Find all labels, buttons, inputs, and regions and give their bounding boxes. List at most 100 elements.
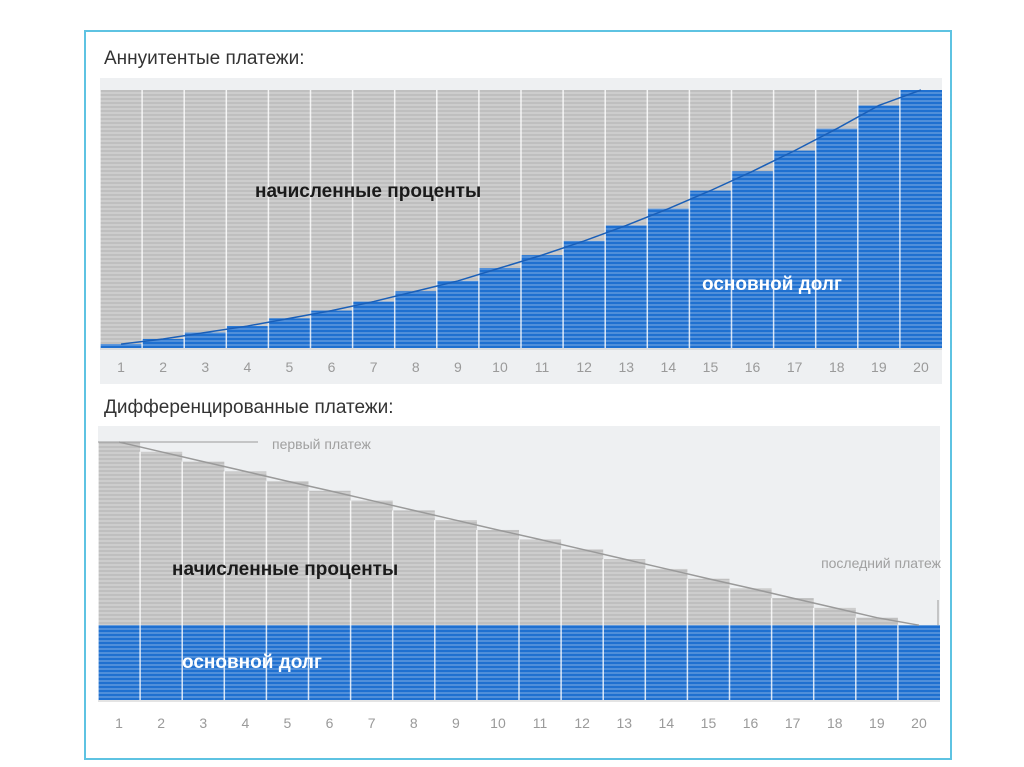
- x-tick-label: 7: [368, 715, 376, 731]
- x-tick-label: 13: [618, 359, 634, 375]
- bar-interest-texture: [647, 90, 690, 209]
- bar-interest-texture: [689, 90, 732, 191]
- bar-principal-texture: [731, 171, 774, 348]
- bar-principal-texture: [478, 268, 521, 348]
- bar-interest-texture: [268, 90, 311, 319]
- x-tick-label: 18: [829, 359, 845, 375]
- bar-interest-texture: [603, 559, 646, 626]
- x-tick-label: 2: [159, 359, 167, 375]
- bar-principal-texture: [226, 326, 269, 348]
- bar-interest-texture: [182, 461, 225, 626]
- bar-principal-texture: [771, 625, 814, 700]
- bar-principal-texture: [434, 625, 477, 700]
- x-tick-label: 9: [454, 359, 462, 375]
- bar-interest-texture: [476, 529, 519, 626]
- bar-principal-texture: [268, 318, 311, 348]
- bar-interest-texture: [773, 90, 816, 151]
- x-tick-label: 4: [241, 715, 249, 731]
- x-tick-label: 20: [913, 359, 929, 375]
- bar-interest-texture: [561, 549, 604, 626]
- x-tick-label: 19: [869, 715, 885, 731]
- bar-principal-texture: [521, 255, 564, 348]
- x-tick-label: 9: [452, 715, 460, 731]
- bar-principal-texture: [266, 625, 309, 700]
- x-tick-label: 17: [785, 715, 801, 731]
- x-tick-label: 10: [490, 715, 506, 731]
- bar-principal-texture: [519, 625, 562, 700]
- x-tick-label: 11: [535, 359, 550, 375]
- x-tick-label: 8: [410, 715, 418, 731]
- bar-interest-texture: [813, 607, 856, 626]
- bar-principal-texture: [184, 332, 227, 348]
- series-boundary-line: [120, 89, 922, 345]
- series-label-principal: основной долг: [702, 274, 842, 295]
- bar-principal-texture: [855, 625, 898, 700]
- bar-principal-texture: [857, 105, 900, 348]
- differentiated-chart: 1 2 3 4 5 6 7 8 9 10 11 12 13 14 15 16 17 18 19 20начисленн…: [97, 426, 942, 731]
- bar-principal-texture: [224, 625, 267, 700]
- x-tick-label: 2: [157, 715, 165, 731]
- bar-principal-texture: [352, 301, 395, 348]
- bar-interest-texture: [310, 90, 353, 311]
- bar-interest-texture: [100, 90, 143, 345]
- bar-interest-texture: [771, 598, 814, 626]
- bar-interest-texture: [98, 442, 141, 626]
- bar-principal-texture: [142, 338, 185, 348]
- bar-interest-texture: [519, 539, 562, 626]
- bar-interest-texture: [266, 481, 309, 626]
- bar-interest-texture: [392, 510, 435, 626]
- bar-interest-texture: [729, 588, 772, 626]
- bar-principal-texture: [98, 625, 141, 700]
- x-tick-label: 4: [243, 359, 251, 375]
- x-tick-label: 16: [743, 715, 759, 731]
- x-tick-label: 7: [370, 359, 378, 375]
- bar-interest-texture: [352, 90, 395, 302]
- bar-principal-texture: [310, 310, 353, 348]
- bar-interest-texture: [394, 90, 437, 292]
- bar-interest-texture: [226, 90, 269, 327]
- x-tick-label: 20: [911, 715, 927, 731]
- x-tick-label: 6: [328, 359, 336, 375]
- bar-principal-texture: [476, 625, 519, 700]
- bar-principal-texture: [392, 625, 435, 700]
- chart-title-differentiated: Дифференцированные платежи:: [104, 397, 394, 418]
- bar-principal-texture: [100, 344, 143, 348]
- series-boundary-line: [118, 441, 920, 626]
- x-tick-label: 11: [533, 715, 548, 731]
- bar-principal-texture: [687, 625, 730, 700]
- x-tick-label: 1: [117, 359, 125, 375]
- bar-interest-texture: [645, 568, 688, 626]
- x-tick-label: 19: [871, 359, 887, 375]
- bar-interest-texture: [563, 90, 606, 241]
- bar-interest-texture: [478, 90, 521, 269]
- bar-interest-texture: [687, 578, 730, 626]
- annotation-last-payment: последний платеж: [821, 555, 942, 571]
- bar-principal-texture: [140, 625, 183, 700]
- bar-interest-texture: [142, 90, 185, 339]
- bar-principal-texture: [394, 291, 437, 348]
- bar-principal-texture: [308, 625, 351, 700]
- series-label-interest: начисленные проценты: [172, 559, 398, 580]
- series-label-interest: начисленные проценты: [255, 181, 481, 202]
- bar-principal-texture: [645, 625, 688, 700]
- x-tick-label: 5: [286, 359, 294, 375]
- x-tick-label: 12: [574, 715, 590, 731]
- annotation-first-payment: первый платеж: [272, 436, 371, 452]
- x-tick-label: 5: [284, 715, 292, 731]
- bar-principal-texture: [897, 625, 940, 700]
- bar-principal-texture: [350, 625, 393, 700]
- bar-principal-texture: [647, 208, 690, 348]
- x-tick-label: 15: [703, 359, 719, 375]
- x-tick-label: 12: [576, 359, 592, 375]
- x-tick-label: 8: [412, 359, 420, 375]
- bar-interest-texture: [140, 451, 183, 626]
- bar-interest-texture: [815, 90, 858, 129]
- series-label-principal: основной долг: [182, 652, 322, 673]
- bar-principal-texture: [773, 150, 816, 348]
- bar-principal-texture: [603, 625, 646, 700]
- bar-principal-texture: [561, 625, 604, 700]
- x-tick-label: 14: [661, 359, 677, 375]
- x-tick-label: 10: [492, 359, 508, 375]
- bar-principal-texture: [813, 625, 856, 700]
